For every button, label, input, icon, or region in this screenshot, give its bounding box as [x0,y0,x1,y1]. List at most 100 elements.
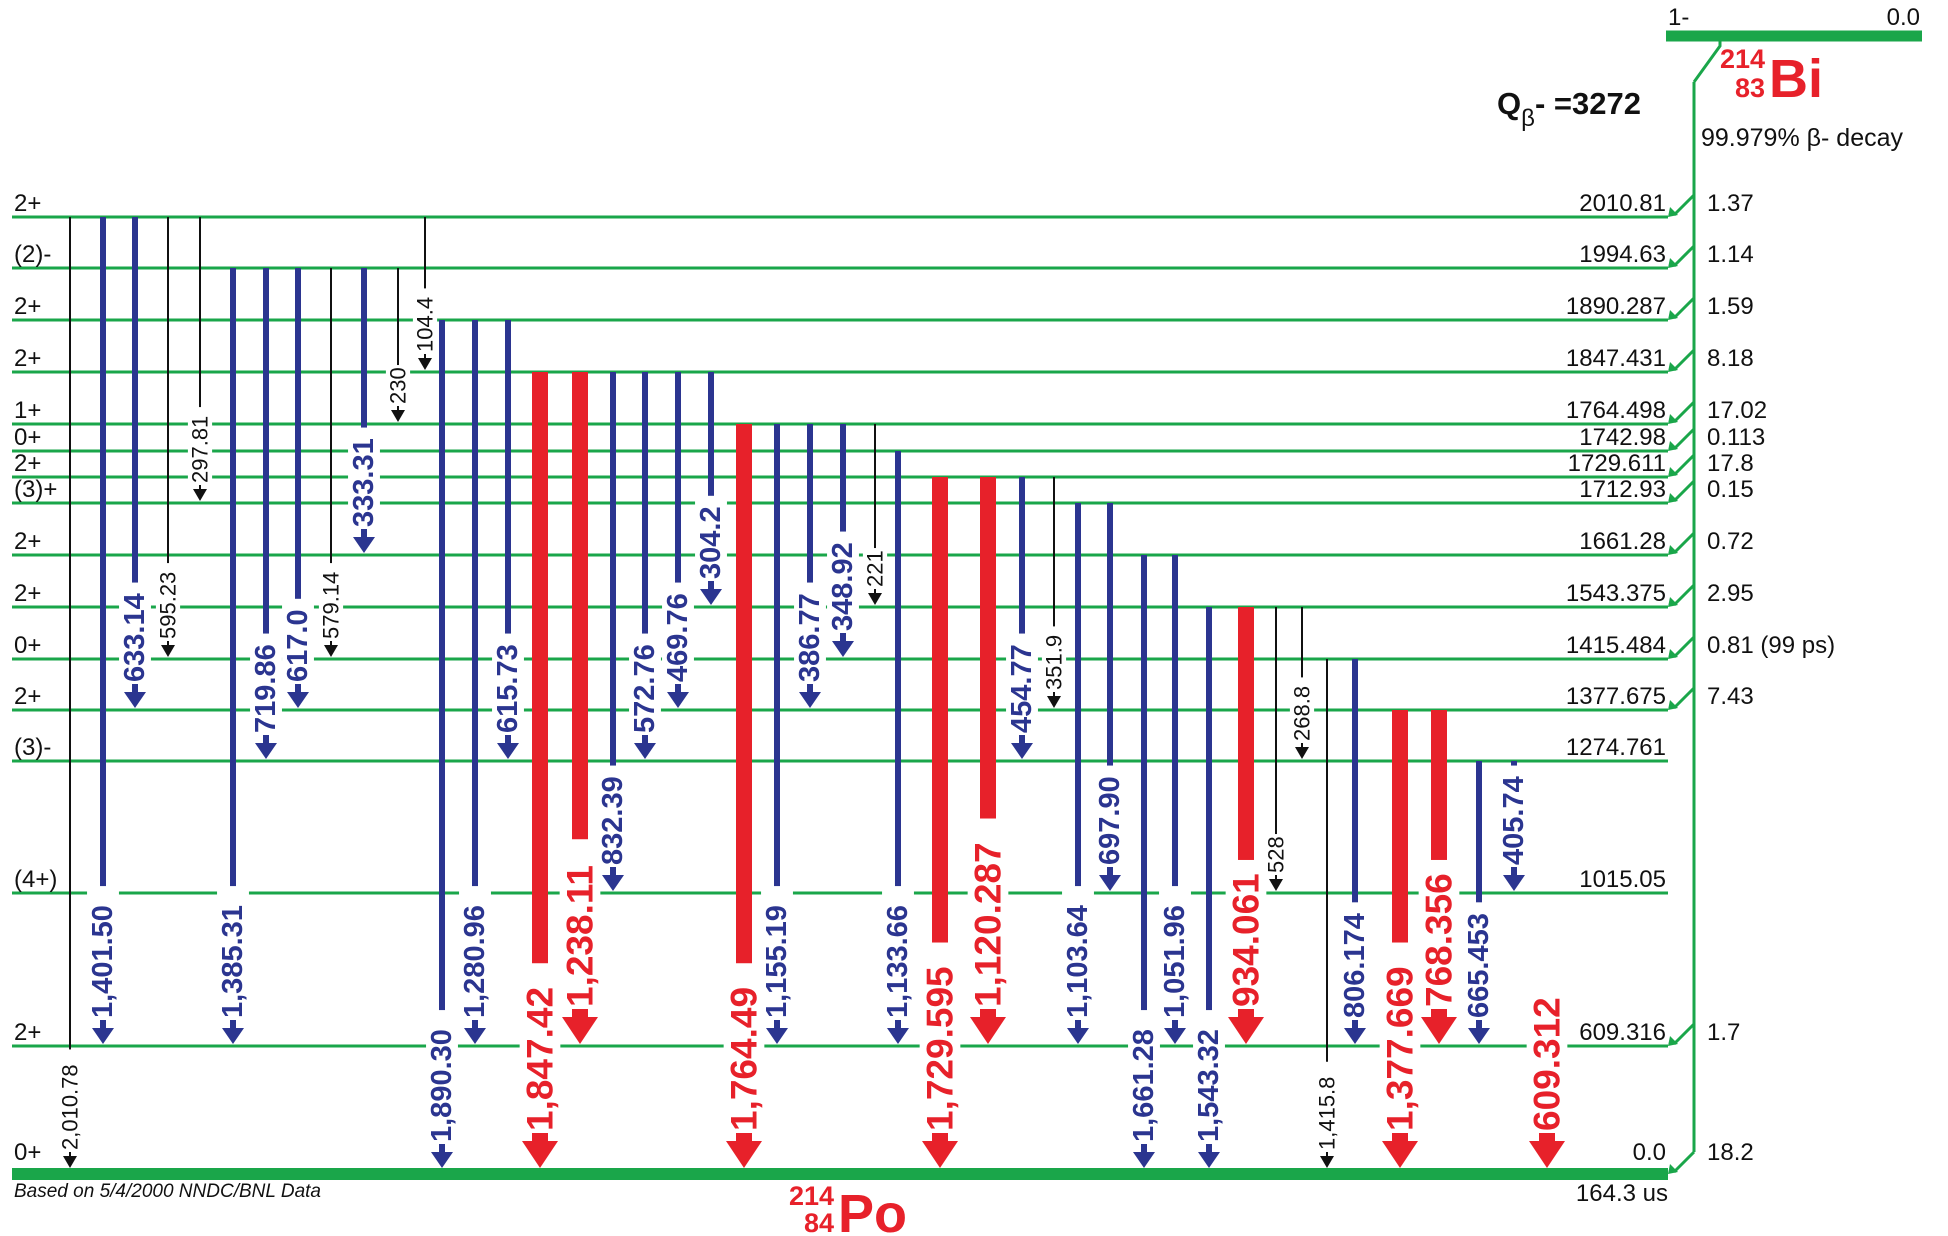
level-energy: 1712.93 [1579,476,1666,503]
beta-feed-arrowhead [1668,700,1678,710]
gamma-transition: 333.31 [348,268,380,553]
level-energy: 1015.05 [1579,866,1666,893]
beta-feeding-intensity: 7.43 [1707,683,1754,710]
beta-feed-arrowhead [1668,207,1678,217]
beta-feed-arrow [1672,296,1696,320]
gamma-arrowhead [602,875,624,891]
gamma-energy-label: 1,155.19 [761,905,793,1018]
gamma-transition: 1,401.50 [87,217,119,1044]
gamma-arrowhead [667,692,689,708]
beta-feed-arrow [1672,427,1696,451]
level-energy: 1274.761 [1566,734,1666,761]
level-energy: 1890.287 [1566,293,1666,320]
gamma-transition: 1,764.49 [724,424,765,1168]
gamma-label-background [761,886,793,1020]
beta-feeding-intensity: 1.14 [1707,241,1754,268]
gamma-transition: 1,280.96 [459,320,491,1044]
level-spin: 2+ [14,345,41,372]
beta-feeding-intensity: 1.7 [1707,1019,1740,1046]
beta-feeding-intensity: 1.37 [1707,190,1754,217]
gamma-arrowhead [464,1028,486,1044]
gamma-energy-label: 333.31 [348,438,380,527]
parent-symbol: Bi [1769,49,1823,109]
gamma-label-background [348,427,380,529]
gamma-energy-label: 230 [386,367,411,404]
gamma-arrowhead [1164,1028,1186,1044]
gamma-energy-label: 665.453 [1463,913,1495,1018]
gamma-transition: 2,010.78 [58,217,83,1168]
gamma-label-background [597,765,629,867]
gamma-transition: 609.312 [1527,983,1568,1168]
beta-feed-arrow [1672,400,1696,424]
gamma-energy-label: 1,280.96 [459,905,491,1018]
gamma-label-background [794,582,826,684]
gamma-label-background [57,1049,83,1152]
gamma-energy-label: 1,401.50 [87,905,119,1018]
gamma-label-background [919,942,961,1133]
gamma-energy-label: 1,377.669 [1380,966,1421,1131]
gamma-arrowhead [161,645,175,657]
gamma-energy-label: 1,103.64 [1062,905,1094,1018]
gamma-transition: 633.14 [119,217,151,708]
beta-feeding-intensity: 0.15 [1707,476,1754,503]
daughter-atomic-number: 84 [804,1208,834,1236]
level-spin: (3)- [14,734,51,761]
gamma-energy-label: 1,238.11 [560,865,601,1007]
gamma-transition: 297.81 [188,217,213,501]
parent-spin: 1- [1668,4,1689,31]
gamma-transition: 579.14 [319,268,344,657]
gamma-transition: 1,103.64 [1062,503,1094,1044]
gamma-label-background [827,531,859,633]
gamma-energy-label: 528 [1264,836,1289,873]
gamma-transition: 1,120.287 [968,477,1009,1044]
beta-feed-arrow [1672,531,1696,555]
level-spin: (4+) [14,866,57,893]
level-energy: 1543.375 [1566,580,1666,607]
gamma-energy-label: 719.86 [250,644,282,733]
gamma-label-background [119,582,151,684]
gamma-arrowhead [1198,1152,1220,1168]
gamma-label-background [882,886,914,1020]
level-energy: 0.0 [1633,1139,1666,1166]
gamma-transition: 719.86 [250,268,282,759]
gamma-energy-label: 806.174 [1339,913,1371,1018]
gamma-energy-label: 1,120.287 [968,842,1009,1007]
gamma-energy-label: 579.14 [319,572,344,639]
gamma-energy-label: 268.8 [1290,686,1315,741]
gamma-transition: 617.0 [282,268,314,708]
gamma-arrowhead [522,1141,558,1168]
daughter-symbol: Po [838,1184,907,1236]
level-energy: 1415.484 [1566,632,1666,659]
gamma-transition: 595.23 [156,217,181,657]
gamma-energy-label: 617.0 [282,609,314,682]
level-spin: (3)+ [14,476,57,503]
gamma-label-background [1314,1061,1340,1152]
level-spin: 0+ [14,424,41,451]
beta-feeding-intensity: 1.59 [1707,293,1754,320]
gamma-arrowhead [418,358,432,370]
gamma-transition: 469.76 [662,372,694,708]
gamma-label-background [1339,902,1371,1020]
beta-feed-arrow [1672,635,1696,659]
gamma-energy-label: 351.9 [1042,635,1067,690]
gamma-label-background [385,365,411,406]
gamma-transition: 572.76 [629,372,661,759]
gamma-label-background [217,886,249,1020]
gamma-label-background [1006,633,1038,735]
gamma-transition: 104.4 [413,217,438,370]
gamma-arrowhead [700,589,722,605]
branching-ratio: 99.979% β- decay [1701,124,1904,152]
gamma-label-background [1128,1010,1160,1144]
gamma-arrowhead [1421,1017,1457,1044]
gamma-label-background [1041,626,1067,692]
beta-feed-arrowhead [1668,1164,1678,1174]
gamma-arrowhead [634,743,656,759]
level-energy: 1729.611 [1568,450,1666,477]
gamma-arrowhead [193,489,207,501]
gamma-transition: 268.8 [1290,607,1315,759]
gamma-label-background [459,886,491,1020]
gamma-energy-label: 1,729.595 [920,966,961,1131]
gamma-label-background [1418,859,1460,1009]
beta-feeding-intensity: 17.02 [1707,397,1767,424]
gamma-arrowhead [799,692,821,708]
